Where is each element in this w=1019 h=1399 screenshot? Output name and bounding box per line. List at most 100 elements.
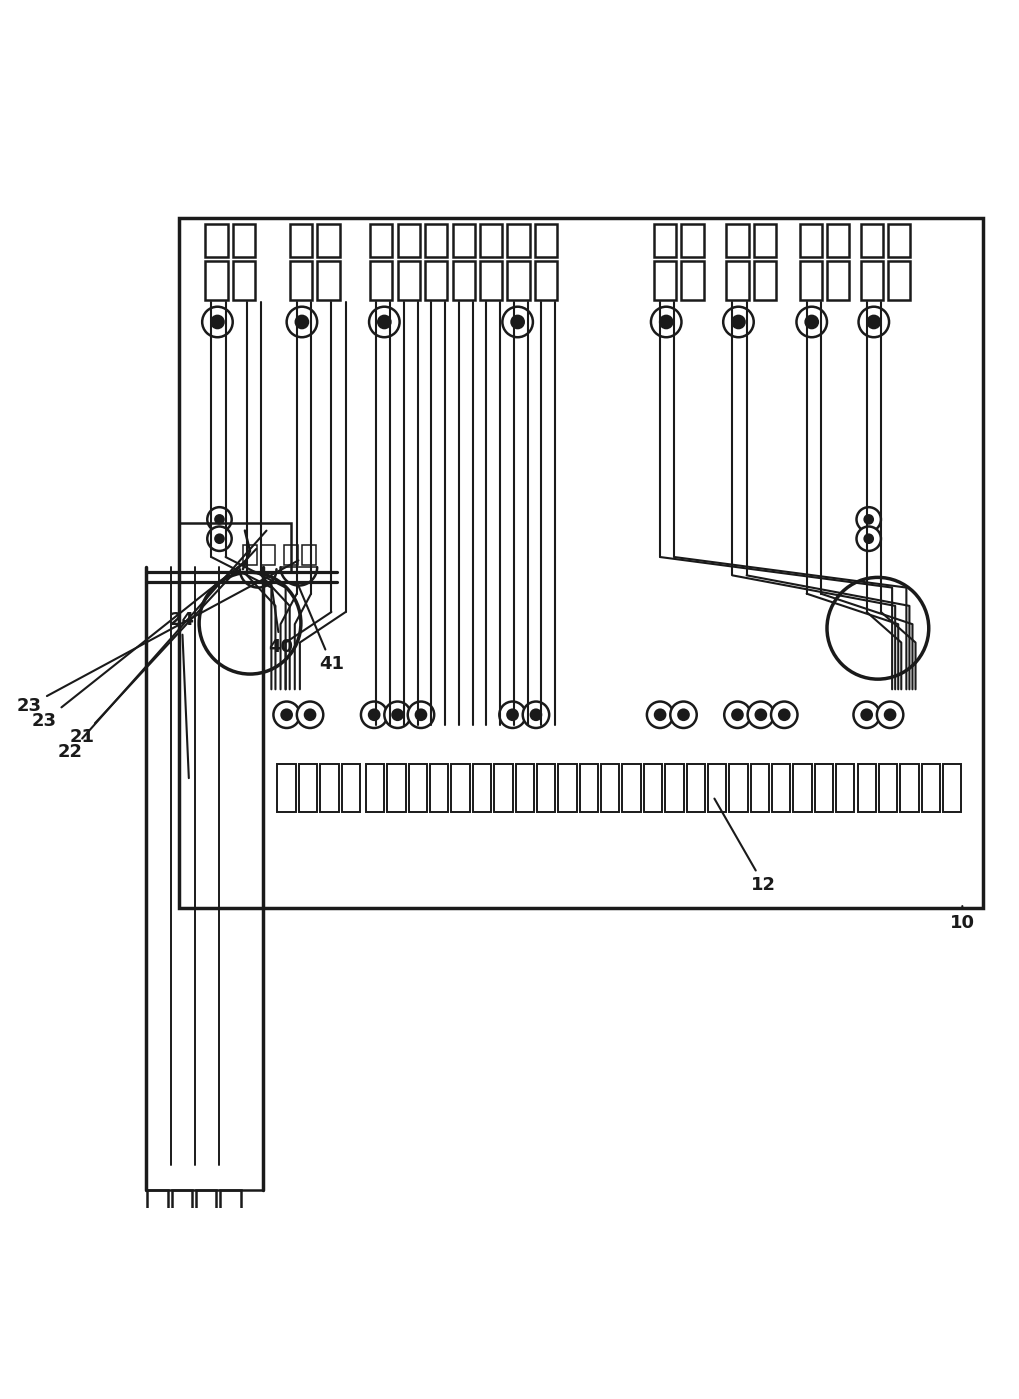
Bar <box>473 764 491 813</box>
Bar <box>243 544 257 565</box>
Text: 24: 24 <box>169 611 195 778</box>
Text: 40: 40 <box>268 581 293 656</box>
Bar <box>397 224 420 257</box>
Circle shape <box>507 709 518 720</box>
Text: 23: 23 <box>16 561 299 715</box>
Bar <box>480 224 502 257</box>
Circle shape <box>297 701 323 727</box>
Bar <box>601 764 620 813</box>
Bar <box>861 224 882 257</box>
Bar <box>370 224 392 257</box>
Circle shape <box>647 701 674 727</box>
Bar <box>425 260 447 299</box>
Circle shape <box>296 316 308 329</box>
Bar <box>665 764 684 813</box>
Circle shape <box>369 306 399 337</box>
Circle shape <box>797 306 827 337</box>
Circle shape <box>865 534 873 543</box>
Bar <box>425 224 447 257</box>
Bar <box>409 764 427 813</box>
Bar <box>232 260 255 299</box>
Bar <box>827 224 850 257</box>
Bar <box>879 764 897 813</box>
Circle shape <box>499 701 526 727</box>
Bar <box>320 764 338 813</box>
Bar <box>727 260 749 299</box>
Bar <box>387 764 406 813</box>
Bar <box>682 260 704 299</box>
Bar <box>837 764 855 813</box>
Bar <box>537 764 555 813</box>
Bar <box>727 224 749 257</box>
Circle shape <box>859 306 889 337</box>
Bar <box>232 224 255 257</box>
Bar <box>205 260 227 299</box>
Circle shape <box>392 709 403 720</box>
Circle shape <box>215 515 223 523</box>
Circle shape <box>733 316 745 329</box>
Circle shape <box>868 316 880 329</box>
Circle shape <box>207 526 231 551</box>
Circle shape <box>679 709 689 720</box>
Bar <box>888 224 910 257</box>
Bar <box>900 764 918 813</box>
Bar <box>644 764 662 813</box>
Bar <box>861 260 882 299</box>
Circle shape <box>725 701 751 727</box>
Circle shape <box>748 701 774 727</box>
Bar <box>815 764 834 813</box>
Bar <box>558 764 577 813</box>
Text: 10: 10 <box>950 907 975 932</box>
Bar <box>654 224 677 257</box>
Circle shape <box>502 306 533 337</box>
Circle shape <box>369 709 379 720</box>
Bar <box>730 764 748 813</box>
Circle shape <box>780 709 790 720</box>
Circle shape <box>877 701 903 727</box>
Circle shape <box>408 701 434 727</box>
Circle shape <box>884 709 895 720</box>
Bar <box>800 224 822 257</box>
Bar <box>289 224 312 257</box>
Circle shape <box>273 701 300 727</box>
Circle shape <box>281 709 291 720</box>
Circle shape <box>827 578 928 679</box>
Bar <box>430 764 448 813</box>
Circle shape <box>771 701 798 727</box>
Bar <box>580 764 598 813</box>
Bar <box>220 1191 240 1213</box>
Bar <box>299 764 317 813</box>
Bar <box>754 224 776 257</box>
Bar <box>535 260 557 299</box>
Circle shape <box>286 306 317 337</box>
Bar <box>516 764 534 813</box>
Bar <box>858 764 876 813</box>
Bar <box>302 544 316 565</box>
Circle shape <box>723 306 754 337</box>
Text: 41: 41 <box>297 582 344 673</box>
Bar <box>451 764 470 813</box>
Bar <box>317 224 339 257</box>
Circle shape <box>651 306 682 337</box>
Bar <box>772 764 791 813</box>
Circle shape <box>211 316 223 329</box>
Circle shape <box>660 316 673 329</box>
Bar <box>366 764 384 813</box>
Bar <box>888 260 910 299</box>
Bar <box>751 764 769 813</box>
Circle shape <box>857 508 881 532</box>
Bar <box>943 764 961 813</box>
Bar <box>178 218 982 908</box>
Bar <box>623 764 641 813</box>
Circle shape <box>857 526 881 551</box>
Bar <box>178 523 290 572</box>
Circle shape <box>305 709 315 720</box>
Bar <box>654 260 677 299</box>
Text: 12: 12 <box>714 799 776 894</box>
Bar <box>289 260 312 299</box>
Bar <box>507 224 530 257</box>
Bar <box>452 260 475 299</box>
Bar <box>921 764 940 813</box>
Circle shape <box>865 515 873 523</box>
Circle shape <box>207 508 231 532</box>
